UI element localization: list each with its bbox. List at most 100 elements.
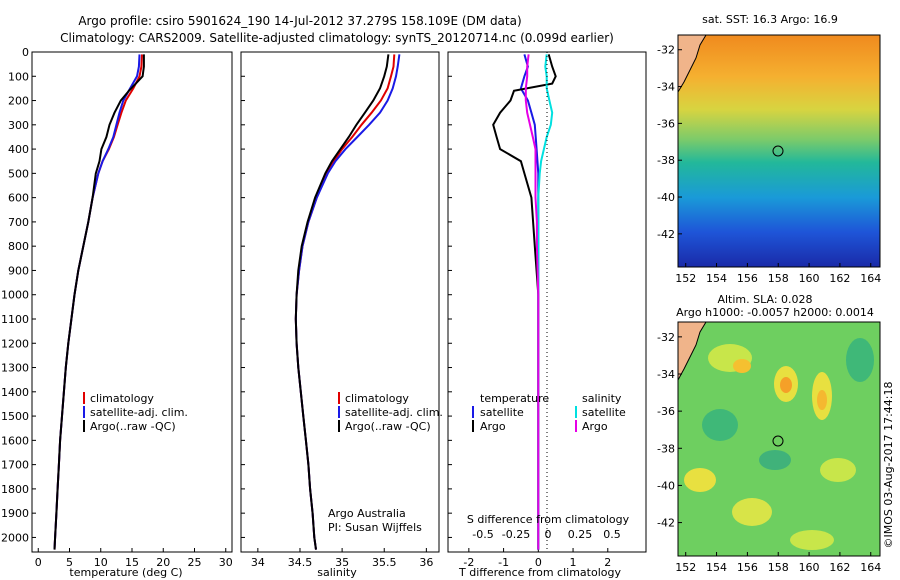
x-tick-label: 34: [251, 556, 265, 569]
depth-tick-label: 800: [8, 240, 29, 253]
depth-tick-label: 500: [8, 167, 29, 180]
depth-axis: 0 100 200 300 400 500 600 700 800 900 1000 1100 1200…: [1, 46, 452, 544]
depth-tick-label: 1400: [1, 386, 29, 399]
difference-x-label: T difference from climatology: [458, 566, 621, 579]
sla-feature: [846, 338, 874, 382]
depth-tick-label: 600: [8, 192, 29, 205]
map-y-tick-label: -40: [657, 191, 675, 204]
map-x-tick-label: 162: [829, 272, 850, 285]
map-x-tick-label: 160: [799, 561, 820, 574]
sla-feature: [759, 450, 791, 470]
legend-salinity-title: salinity: [582, 392, 622, 405]
temperature-profile-lines: [53, 54, 145, 550]
argo-australia-note: Argo Australia: [328, 507, 406, 520]
map-y-tick-label: -40: [657, 479, 675, 492]
x-tick-label: 20: [156, 556, 170, 569]
map-y-tick-label: -38: [657, 442, 675, 455]
depth-tick-label: 1100: [1, 313, 29, 326]
series-line-satellite-t-: [519, 54, 540, 550]
map-x-tick-label: 160: [799, 272, 820, 285]
temperature-panel-frame: [31, 51, 233, 553]
sla-feature: [817, 390, 827, 410]
series-line-satellite: [294, 54, 401, 550]
pi-note: PI: Susan Wijffels: [328, 521, 422, 534]
legend-sat-label: satellite-adj. clim.: [345, 406, 443, 419]
map-x-tick-label: 164: [860, 561, 881, 574]
sst-map-field: [677, 34, 881, 268]
legend-argo-label: Argo(..raw -QC): [345, 420, 431, 433]
sla-coastline: [677, 321, 707, 381]
sla-feature: [732, 498, 772, 526]
depth-tick-label: 1300: [1, 362, 29, 375]
sst-map-title: sat. SST: 16.3 Argo: 16.9: [702, 13, 838, 26]
s-tick: -0.25: [502, 528, 530, 541]
sla-feature: [790, 530, 834, 550]
header-line-2: Climatology: CARS2009. Satellite-adjuste…: [60, 31, 614, 45]
depth-tick-label: 1600: [1, 434, 29, 447]
salinity-profile-lines: [294, 54, 401, 550]
depth-tick-label: 1500: [1, 410, 29, 423]
map-x-tick-label: 154: [706, 561, 727, 574]
map-y-tick-label: -34: [657, 81, 675, 94]
map-x-tick-label: 162: [829, 561, 850, 574]
sla-feature: [820, 458, 856, 482]
depth-tick-label: 300: [8, 119, 29, 132]
series-line-argo: [53, 54, 145, 550]
x-tick-label: 30: [219, 556, 233, 569]
x-tick-label: 0: [35, 556, 42, 569]
series-line-climatology: [294, 54, 396, 550]
map-y-tick-label: -36: [657, 117, 675, 130]
depth-tick-label: 900: [8, 264, 29, 277]
map-x-tick-label: 154: [706, 272, 727, 285]
sla-feature: [684, 468, 716, 492]
map-y-tick-label: -32: [657, 331, 675, 344]
depth-tick-label: 1900: [1, 507, 29, 520]
x-tick-label: 0: [535, 556, 542, 569]
series-line-argo: [294, 54, 390, 550]
series-line-argo-t-: [492, 54, 557, 550]
map-y-tick-label: -38: [657, 154, 675, 167]
x-tick-label: 10: [94, 556, 108, 569]
sla-map-ticks: 152 154 156 158 160 162 164 -32 -34 -36 -38 -40 -42: [657, 331, 881, 574]
depth-tick-label: 1000: [1, 289, 29, 302]
x-tick-label: -2: [463, 556, 474, 569]
x-tick-label: 15: [125, 556, 139, 569]
s-tick: 0.5: [603, 528, 621, 541]
depth-tick-label: 200: [8, 95, 29, 108]
sst-map-ticks: 152 154 156 158 160 162 164 -32 -34 -36 -38 -40 -42: [657, 44, 881, 285]
legend-temperature-title: temperature: [480, 392, 549, 405]
depth-tick-label: 100: [8, 70, 29, 83]
salinity-x-ticks: 34 34.5 35 35.5 36: [251, 548, 433, 569]
imos-credit: ©IMOS 03-Aug-2017 17:44:18: [882, 382, 895, 549]
sla-feature: [780, 377, 792, 393]
sla-feature: [702, 409, 738, 441]
map-x-tick-label: 156: [737, 561, 758, 574]
salinity-legend: climatology satellite-adj. clim. Argo(..…: [338, 392, 443, 433]
x-tick-label: 5: [66, 556, 73, 569]
x-tick-label: 34.5: [288, 556, 313, 569]
difference-x-ticks: -2 -1 0 1 2: [463, 548, 611, 569]
difference-legend: temperature salinity satellite satellite…: [472, 392, 626, 433]
x-tick-label: -1: [498, 556, 509, 569]
temperature-x-label: temperature (deg C): [69, 566, 182, 579]
legend-clim-label: climatology: [90, 392, 154, 405]
series-line-satellite: [53, 54, 141, 550]
sst-argo-location-marker: [772, 145, 784, 157]
legend-sat-t-label: satellite: [480, 406, 524, 419]
map-x-tick-label: 158: [768, 561, 789, 574]
x-tick-label: 2: [604, 556, 611, 569]
map-x-tick-label: 164: [860, 272, 881, 285]
map-x-tick-label: 158: [768, 272, 789, 285]
depth-tick-label: 1800: [1, 483, 29, 496]
sla-map-title-1: Altim. SLA: 0.028: [717, 293, 812, 306]
salinity-x-label: salinity: [317, 566, 357, 579]
map-y-tick-label: -36: [657, 405, 675, 418]
map-y-tick-label: -32: [657, 44, 675, 57]
s-difference-label: S difference from climatology: [467, 513, 630, 526]
legend-sat-label: satellite-adj. clim.: [90, 406, 188, 419]
temperature-legend: climatology satellite-adj. clim. Argo(..…: [83, 392, 188, 433]
difference-profile-lines: [492, 54, 557, 550]
salinity-panel-frame: [240, 51, 440, 553]
map-y-tick-label: -34: [657, 368, 675, 381]
